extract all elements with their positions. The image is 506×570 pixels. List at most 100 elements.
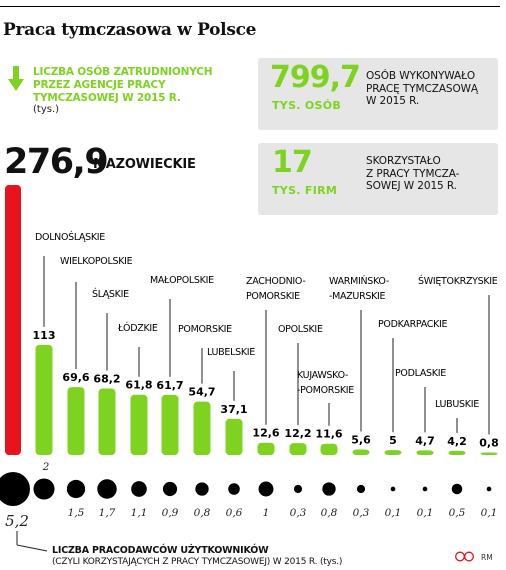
- bar-value: 69,6: [62, 371, 89, 384]
- bar-value: 0,8: [479, 437, 499, 450]
- employer-value: 0,8: [194, 507, 211, 519]
- region-name: LUBELSKIE: [207, 347, 255, 358]
- bar: [130, 394, 148, 455]
- region-name: POMORSKIE: [246, 291, 300, 302]
- bar: [98, 388, 116, 455]
- bar: [352, 449, 370, 455]
- stat-box-people: 799,7 TYS. OSÓB OSÓB WYKONYWAŁO PRACĘ TYM…: [258, 58, 498, 130]
- employer-value: 2: [42, 461, 50, 473]
- employers-leader-diagonal: [16, 544, 48, 552]
- region-name: WIELKOPOLSKIE: [60, 256, 133, 267]
- employer-dot: [195, 482, 209, 496]
- employer-value: 0,1: [417, 507, 434, 519]
- employer-value: 1,5: [68, 507, 85, 519]
- employer-value: 0,5: [449, 507, 466, 519]
- region-name: ŁÓDZKIE: [117, 322, 158, 334]
- arrow-down-icon: [8, 66, 24, 91]
- region-name: ŚLĄSKIE: [92, 288, 129, 300]
- bar-value: 68,2: [93, 372, 120, 385]
- employer-value: 1,1: [131, 507, 148, 519]
- bar: [416, 450, 434, 455]
- copyright-icon: [455, 551, 474, 562]
- bar-value: 113: [33, 329, 56, 342]
- bar: [289, 443, 307, 455]
- employer-value: 1: [263, 507, 270, 519]
- region-name: POMORSKIE: [178, 324, 232, 335]
- region-name: DOLNOŚLĄSKIE: [35, 231, 105, 243]
- top-region-value: 276,9: [4, 142, 109, 182]
- employer-dot: [0, 472, 30, 506]
- employer-dot: [258, 481, 274, 497]
- bar-value: 12,6: [252, 427, 279, 440]
- chart-title: Praca tymczasowa w Polsce: [3, 20, 257, 40]
- region-name: KUJAWSKO-: [297, 370, 348, 381]
- employer-dot: [162, 481, 178, 497]
- employers-title: LICZBA PRACODAWCÓW UŻYTKOWNIKÓW: [52, 545, 269, 556]
- legend-text: LICZBA OSÓB ZATRUDNIONYCH PRZEZ AGENCJE …: [33, 66, 213, 104]
- bar-value: 61,7: [156, 379, 183, 392]
- region-name: -MAZURSKIE: [329, 291, 386, 302]
- employer-value: 5,2: [5, 512, 29, 530]
- region-name: ŚWIĘTOKRZYSKIE: [418, 275, 498, 287]
- bar: [320, 443, 338, 455]
- employer-value: 1,7: [99, 507, 116, 519]
- bar: [67, 387, 85, 455]
- employer-dot: [356, 484, 366, 494]
- bar-value: 61,8: [125, 379, 152, 392]
- employer-dot: [97, 479, 117, 499]
- bar-value: 11,6: [315, 428, 342, 441]
- bar: [5, 185, 21, 455]
- stat-people-value: 799,7: [270, 60, 361, 95]
- bar: [257, 442, 275, 455]
- region-name: LUBUSKIE: [435, 399, 479, 410]
- bar: [35, 344, 53, 455]
- bar: [384, 450, 402, 455]
- employer-value: 0,1: [481, 507, 498, 519]
- legend-unit: (tys.): [33, 104, 60, 115]
- bar: [193, 401, 211, 455]
- employer-dot: [131, 481, 147, 497]
- region-name: ZACHODNIO-: [246, 276, 306, 287]
- stat-box-firms: 17 TYS. FIRM SKORZYSTAŁO Z PRACY TYMCZA- S…: [258, 143, 498, 215]
- stat-firms-desc: SKORZYSTAŁO Z PRACY TYMCZA- SOWEJ W 2015 R…: [366, 155, 460, 192]
- employer-value: 0,1: [385, 507, 402, 519]
- bar-value: 54,7: [188, 386, 215, 399]
- bar-value: 12,2: [284, 427, 311, 440]
- stat-people-desc: OSÓB WYKONYWAŁO PRACĘ TYMCZASOWĄ W 2015 R.: [366, 70, 478, 107]
- top-region-name: MAZOWIECKIE: [93, 157, 196, 172]
- bar-value: 5: [389, 434, 397, 447]
- region-name: WARMIŃSKO-: [329, 275, 389, 287]
- region-name: OPOLSKIE: [278, 324, 323, 335]
- credit: RM: [481, 553, 493, 562]
- stat-people-unit: TYS. OSÓB: [272, 99, 342, 112]
- bar: [225, 418, 243, 455]
- stat-firms-value: 17: [272, 145, 313, 180]
- employer-dot: [33, 478, 55, 500]
- region-name: -POMORSKIE: [297, 385, 354, 396]
- employer-dot: [228, 483, 240, 495]
- employer-value: 0,3: [353, 507, 370, 519]
- bar: [161, 394, 179, 455]
- bar-value: 37,1: [220, 403, 247, 416]
- employer-value: 0,9: [162, 507, 179, 519]
- employer-dot: [422, 486, 428, 492]
- employer-value: 0,6: [226, 507, 243, 519]
- region-name: MAŁOPOLSKIE: [150, 275, 214, 286]
- title-rule: [0, 6, 500, 7]
- employer-value: 0,8: [321, 507, 338, 519]
- employer-dot: [486, 486, 492, 492]
- employers-subtitle: (CZYLI KORZYSTAJĄCYCH Z PRACY TYMCZASOWE…: [52, 557, 343, 567]
- employer-dot: [451, 483, 463, 495]
- bar: [480, 452, 498, 455]
- bar-value: 4,2: [447, 435, 467, 448]
- employer-dot: [293, 484, 303, 494]
- employer-dot: [390, 486, 396, 492]
- bar-value: 4,7: [415, 434, 435, 447]
- bar-value: 5,6: [351, 434, 371, 447]
- employer-dot: [322, 482, 336, 496]
- employer-value: 0,3: [290, 507, 307, 519]
- employer-dot: [66, 479, 86, 499]
- bar: [448, 450, 466, 455]
- stat-firms-unit: TYS. FIRM: [272, 184, 338, 197]
